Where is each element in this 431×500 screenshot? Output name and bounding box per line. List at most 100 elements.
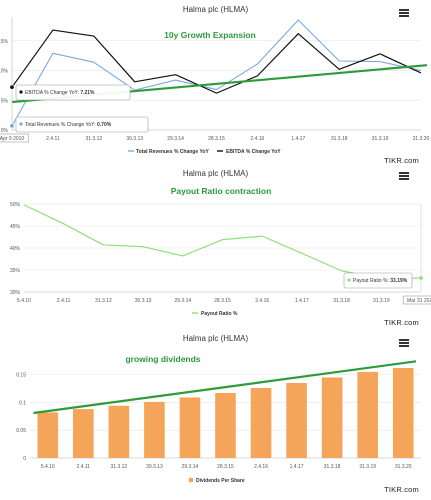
x-tick-label: 31.3.19: [359, 464, 376, 470]
x-tick-label: 29.3.14: [182, 464, 199, 470]
tooltip-text: Total Revenues % Change YoY: 0.70%: [25, 122, 112, 128]
chart-panel-payout-ratio: Halma plc (HLMA) 30% 35% 40% 45% 50% 5.4.10 2.…: [0, 168, 431, 330]
x-tick-label: 2.4.16: [255, 298, 269, 304]
x-tick-label: 31.3.20: [413, 136, 430, 142]
y-tick-label: 35%: [10, 268, 21, 274]
tooltip-box: [15, 84, 131, 101]
x-tick-label: 31.3.12: [111, 464, 128, 470]
chart-canvas-revenue-ebitda: 0% 5% 10% 15% 2.4.11 31.3.12 30.3.13 29.3.14 28.…: [0, 17, 430, 155]
bar: [357, 371, 378, 458]
x-tick-label: 31.3.18: [331, 136, 348, 142]
x-tick-label: 28.3.15: [214, 298, 231, 304]
y-tick-label: 45%: [10, 224, 21, 230]
x-tick-label: 31.3.12: [95, 298, 112, 304]
x-tick-label: 5.4.10: [17, 298, 31, 304]
x-tick-label: 29.3.14: [174, 298, 191, 304]
hover-point-ebitda: [9, 84, 15, 90]
x-tick-label: 1.4.17: [295, 298, 309, 304]
bar: [37, 412, 59, 458]
y-tick-label: 0.05: [16, 428, 26, 434]
tooltip: Total Revenues % Change YoY: 0.70%: [15, 116, 149, 133]
x-tick-label: 31.3.20: [395, 464, 412, 470]
bar: [321, 377, 343, 458]
y-tick-label: 10%: [0, 69, 9, 75]
x-tick-label: 5.4.10: [41, 464, 55, 470]
bar: [215, 393, 236, 458]
x-tick-label: 2.4.11: [46, 136, 60, 142]
series-line-ebitda: [11, 29, 422, 94]
annotation-text: growing dividends: [125, 354, 200, 364]
x-tick-label: 2.4.16: [250, 136, 264, 142]
x-tick-label: 31.3.12: [85, 136, 102, 142]
chart-canvas-dividends: 0 0.05 0.1 0.15 5.4.10 2.4.11 31.3.12 30.3.13 29…: [16, 354, 421, 484]
legend-label-revenue: Total Revenues % Change YoY: [136, 149, 209, 155]
tooltip-marker: [19, 90, 23, 94]
bar: [179, 397, 201, 458]
annotation-text: Payout Ratio contraction: [171, 186, 272, 196]
x-tick-label: 30.3.13: [146, 464, 163, 470]
tooltip-text: EBITDA % Change YoY: 7.21%: [25, 90, 95, 96]
legend-swatch-dividends: [188, 477, 194, 483]
chart-panel-dividends: Halma plc (HLMA) 0 0.05 0.1 0.15 5.4.10 2.4.1…: [0, 330, 431, 500]
legend: Total Revenues % Change YoY EBITDA % Chan…: [128, 149, 281, 155]
tikr-watermark: TIKR.com: [384, 156, 419, 165]
x-tick-label: 2.4.11: [57, 298, 71, 304]
y-tick-label: 50%: [10, 202, 21, 208]
y-tick-label: 40%: [10, 246, 21, 252]
legend-label-payout: Payout Ratio %: [201, 311, 238, 317]
chart-canvas-payout-ratio: 30% 35% 40% 45% 50% 5.4.10 2.4.11 31.3.12 30.3.1…: [10, 186, 431, 317]
chart-panel-revenue-ebitda: Halma plc (HLMA) 0% 5% 10% 15% 2.4.11 31.3.12…: [0, 0, 431, 168]
x-tick-label: 29.3.14: [167, 136, 184, 142]
x-tick-label: 31.3.19: [372, 136, 389, 142]
x-tick-label: 28.3.15: [208, 136, 225, 142]
y-tick-label: 0.1: [19, 400, 26, 406]
tooltip-box: [343, 272, 413, 289]
bar: [286, 383, 307, 458]
legend-label-dividends: Dividends Per Share: [196, 478, 245, 484]
x-tick-label: 31.3.19: [373, 298, 390, 304]
hover-point-revenue: [9, 123, 15, 129]
x-hover-label: Mar 31 2020: [407, 298, 431, 304]
bar: [108, 405, 130, 458]
x-tick-label: 1.4.17: [291, 136, 305, 142]
chart-title: Halma plc (HLMA): [182, 169, 249, 178]
y-tick-label: 0%: [1, 128, 9, 134]
tooltip-box: [15, 116, 149, 133]
bar: [250, 388, 272, 458]
x-tick-label: 2.4.16: [254, 464, 268, 470]
tikr-watermark: TIKR.com: [384, 485, 419, 494]
x-tick-label: 30.3.13: [126, 136, 143, 142]
y-tick-label: 30%: [10, 290, 21, 296]
x-tick-label: 30.3.13: [135, 298, 152, 304]
y-tick-label: 5%: [1, 98, 9, 104]
x-hover-badge: [0, 133, 29, 143]
y-tick-label: 15%: [0, 39, 9, 45]
y-tick-label: 0.15: [16, 373, 26, 379]
tooltip: EBITDA % Change YoY: 7.21%: [15, 84, 131, 101]
y-tick-label: 0: [23, 456, 26, 462]
x-tick-label: 31.3.18: [333, 298, 350, 304]
tooltip-text: Payout Ratio %: 33.19%: [353, 278, 408, 284]
tooltip: Payout Ratio %: 33.19%: [343, 272, 413, 289]
chart-menu-icon[interactable]: [399, 338, 409, 347]
x-hover-label: Apr 9 2010: [0, 136, 24, 142]
trend-line: [33, 360, 417, 415]
x-tick-label: 2.4.11: [77, 464, 91, 470]
bar: [73, 409, 94, 458]
chart-title: Halma plc (HLMA): [182, 334, 249, 343]
bar: [144, 401, 165, 458]
chart-title: Halma plc (HLMA): [182, 5, 249, 14]
x-tick-label: 1.4.17: [290, 464, 304, 470]
tooltip-marker: [347, 278, 351, 282]
series-line-revenue: [11, 19, 422, 127]
legend-label-ebitda: EBITDA % Change YoY: [226, 149, 281, 155]
tooltip-marker: [19, 122, 23, 126]
chart-menu-icon[interactable]: [399, 171, 409, 180]
x-tick-label: 28.3.15: [217, 464, 234, 470]
x-hover-badge: [402, 295, 431, 305]
bar: [392, 368, 414, 458]
annotation-text: 10y Growth Expansion: [164, 30, 256, 40]
x-tick-label: 31.3.18: [324, 464, 341, 470]
tikr-watermark: TIKR.com: [384, 318, 419, 327]
chart-menu-icon[interactable]: [399, 8, 409, 17]
